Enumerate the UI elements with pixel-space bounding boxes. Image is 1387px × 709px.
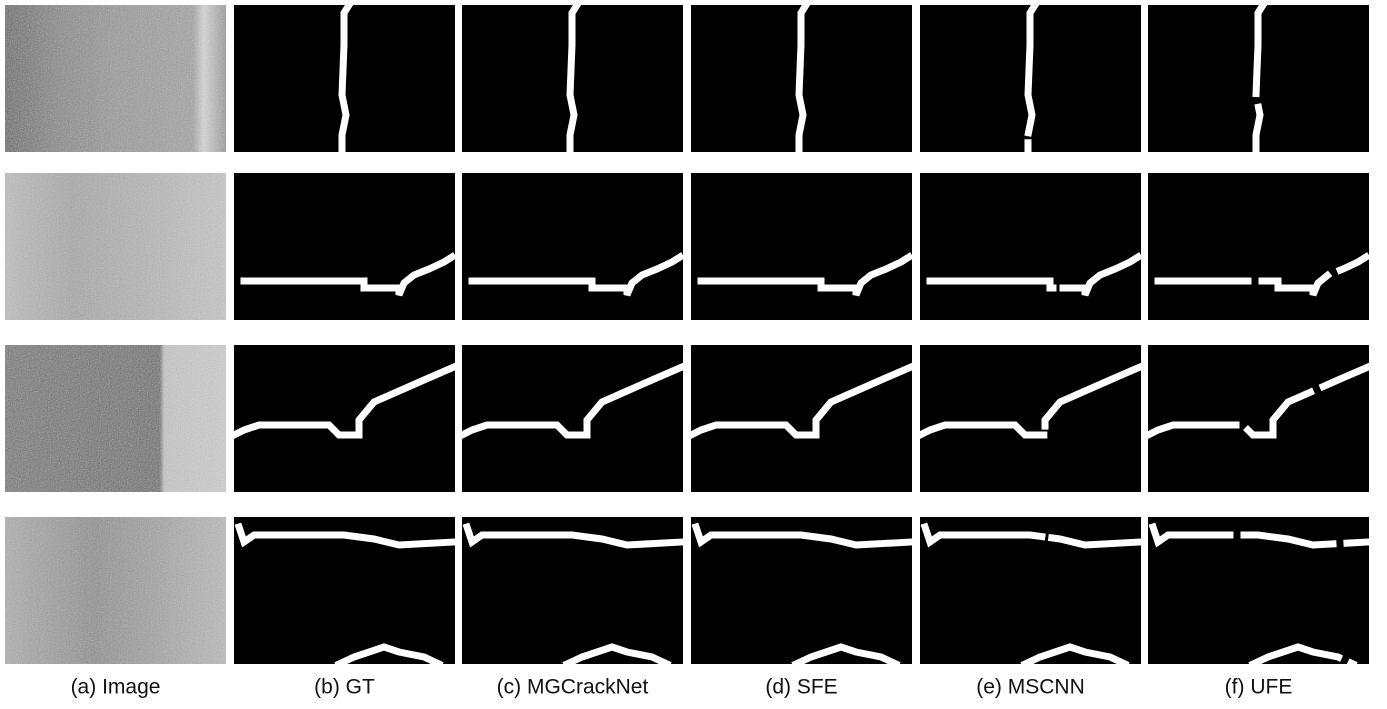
crack-mask xyxy=(462,5,683,152)
panel-grid xyxy=(5,5,1369,664)
pavement-image xyxy=(5,5,226,152)
mask-bg xyxy=(920,345,1141,492)
column-caption: (a) Image xyxy=(71,676,161,699)
mask-bg xyxy=(462,517,683,664)
crack-mask xyxy=(920,517,1141,664)
crack-mask xyxy=(920,345,1141,492)
pavement-image xyxy=(5,173,226,320)
mask-bg xyxy=(234,517,455,664)
crack-mask xyxy=(462,173,683,320)
mask-bg xyxy=(462,173,683,320)
column-caption: (c) MGCrackNet xyxy=(497,676,649,699)
pavement-image xyxy=(5,345,226,492)
mask-bg xyxy=(920,173,1141,320)
mask-bg xyxy=(462,345,683,492)
image-fill xyxy=(5,517,226,664)
image-fill xyxy=(5,5,226,152)
column-caption: (f) UFE xyxy=(1225,676,1293,699)
mask-bg xyxy=(691,173,912,320)
pavement-image xyxy=(5,517,226,664)
crack-mask xyxy=(1148,517,1369,664)
image-fill xyxy=(5,173,226,320)
crack-mask xyxy=(462,517,683,664)
crack-mask xyxy=(234,345,455,492)
mask-bg xyxy=(1148,173,1369,320)
mask-bg xyxy=(691,345,912,492)
column-caption: (e) MSCNN xyxy=(976,676,1085,699)
mask-bg xyxy=(1148,345,1369,492)
crack-mask xyxy=(234,5,455,152)
column-caption: (b) GT xyxy=(314,676,375,699)
mask-bg xyxy=(234,345,455,492)
mask-bg xyxy=(1148,517,1369,664)
image-fill xyxy=(5,345,226,492)
crack-mask xyxy=(691,5,912,152)
crack-mask xyxy=(234,173,455,320)
column-caption: (d) SFE xyxy=(765,676,837,699)
crack-mask xyxy=(691,345,912,492)
crack-mask xyxy=(1148,345,1369,492)
mask-bg xyxy=(234,173,455,320)
crack-mask xyxy=(920,5,1141,152)
crack-mask xyxy=(1148,5,1369,152)
crack-mask xyxy=(691,517,912,664)
crack-mask xyxy=(920,173,1141,320)
crack-mask xyxy=(462,345,683,492)
crack-mask xyxy=(691,173,912,320)
mask-bg xyxy=(920,517,1141,664)
crack-mask xyxy=(1148,173,1369,320)
mask-bg xyxy=(691,517,912,664)
crack-mask xyxy=(234,517,455,664)
